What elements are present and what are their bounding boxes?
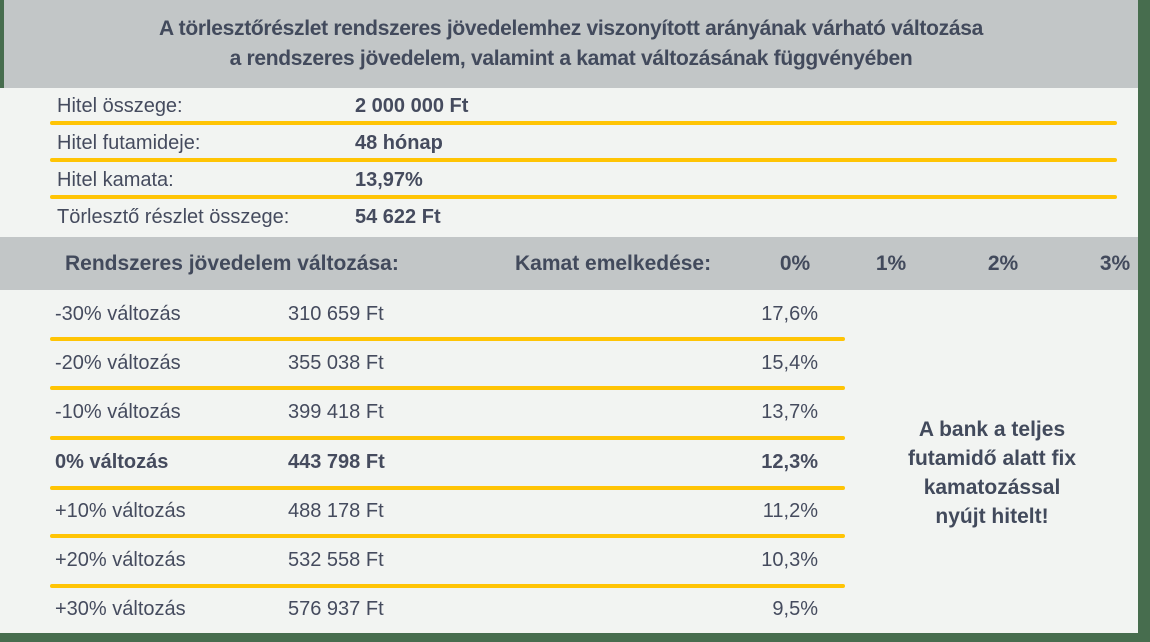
ratio-cell: 15,4%: [761, 352, 818, 374]
fixed-rate-note-line: A bank a teljes: [918, 418, 1066, 441]
table-row: +20% változás 532 558 Ft 10,3%: [0, 536, 1138, 585]
table-row: +10% változás 488 178 Ft 11,2%: [0, 487, 1138, 536]
page-title-line-1: A törlesztőrészlet rendszeres jövedelemh…: [159, 17, 983, 40]
loan-rate-row: Hitel kamata: 13,97%: [0, 162, 1138, 199]
income-amount-cell: 399 418 Ft: [288, 401, 384, 423]
loan-rate-value: 13,97%: [355, 169, 423, 191]
fixed-rate-note-line: kamatozással: [923, 476, 1061, 499]
column-header-rate-1pct: 1%: [875, 252, 907, 275]
income-change-cell: 0% változás: [55, 451, 169, 473]
income-amount-cell: 576 937 Ft: [288, 598, 384, 620]
table-row: +30% változás 576 937 Ft 9,5%: [0, 585, 1138, 634]
income-amount-cell: 310 659 Ft: [288, 303, 384, 325]
ratio-cell: 9,5%: [772, 598, 818, 620]
ratio-cell: 10,3%: [761, 549, 818, 571]
installment-label: Törlesztő részlet összege:: [57, 206, 290, 228]
fixed-rate-note-line: nyújt hitelt!: [935, 505, 1049, 528]
divider-line: [50, 584, 845, 588]
column-header-income-change: Rendszeres jövedelem változása:: [65, 252, 399, 275]
ratio-cell: 11,2%: [762, 500, 818, 522]
installment-value: 54 622 Ft: [355, 206, 441, 228]
loan-info-section: Hitel összege: 2 000 000 Ft Hitel futami…: [0, 88, 1138, 237]
loan-term-value: 48 hónap: [355, 132, 443, 154]
ratio-cell: 13,7%: [761, 401, 818, 423]
column-header-rate-2pct: 2%: [987, 252, 1019, 275]
page-title-line-2: a rendszeres jövedelem, valamint a kamat…: [229, 47, 913, 70]
income-change-cell: -10% változás: [55, 401, 181, 423]
table-row-baseline: 0% változás 443 798 Ft 12,3%: [0, 438, 1138, 487]
divider-line: [50, 386, 845, 390]
loan-amount-value: 2 000 000 Ft: [355, 95, 469, 117]
loan-rate-label: Hitel kamata:: [57, 169, 174, 191]
loan-amount-label: Hitel összege:: [57, 95, 183, 117]
table-row: -30% változás 310 659 Ft 17,6%: [0, 290, 1138, 339]
installment-row: Törlesztő részlet összege: 54 622 Ft: [0, 199, 1138, 236]
table-row: -10% változás 399 418 Ft 13,7%: [0, 388, 1138, 437]
income-change-cell: +10% változás: [55, 500, 186, 522]
income-change-cell: +20% változás: [55, 549, 186, 571]
fixed-rate-note-line: futamidő alatt fix: [907, 447, 1076, 470]
column-header-rate-increase: Kamat emelkedése:: [515, 252, 712, 275]
divider-line: [50, 534, 845, 538]
table-header-band: Rendszeres jövedelem változása: Kamat em…: [0, 237, 1138, 290]
ratio-cell: 17,6%: [761, 303, 818, 325]
divider-line: [50, 121, 1117, 125]
income-change-cell: -20% változás: [55, 352, 181, 374]
divider-line: [50, 158, 1117, 162]
frame-border-bottom: [0, 633, 1150, 642]
income-amount-cell: 443 798 Ft: [288, 451, 385, 473]
loan-amount-row: Hitel összege: 2 000 000 Ft: [0, 88, 1138, 125]
loan-term-label: Hitel futamideje:: [57, 132, 201, 154]
frame-border-right: [1138, 0, 1150, 642]
column-header-rate-0pct: 0%: [779, 252, 811, 275]
fixed-rate-note: A bank a teljes futamidő alatt fix kamat…: [872, 415, 1112, 531]
title-band: A törlesztőrészlet rendszeres jövedelemh…: [0, 0, 1138, 88]
divider-line: [50, 436, 845, 440]
income-change-cell: -30% változás: [55, 303, 181, 325]
divider-line: [50, 486, 845, 490]
income-amount-cell: 532 558 Ft: [288, 549, 384, 571]
table-row: -20% változás 355 038 Ft 15,4%: [0, 339, 1138, 388]
scenario-table: -30% változás 310 659 Ft 17,6% -20% vált…: [0, 290, 1138, 633]
income-amount-cell: 355 038 Ft: [288, 352, 384, 374]
ratio-cell: 12,3%: [761, 451, 818, 473]
divider-line: [50, 337, 845, 341]
income-change-cell: +30% változás: [55, 598, 186, 620]
loan-term-row: Hitel futamideje: 48 hónap: [0, 125, 1138, 162]
divider-line: [50, 195, 1117, 199]
income-amount-cell: 488 178 Ft: [288, 500, 384, 522]
column-header-rate-3pct: 3%: [1099, 252, 1131, 275]
